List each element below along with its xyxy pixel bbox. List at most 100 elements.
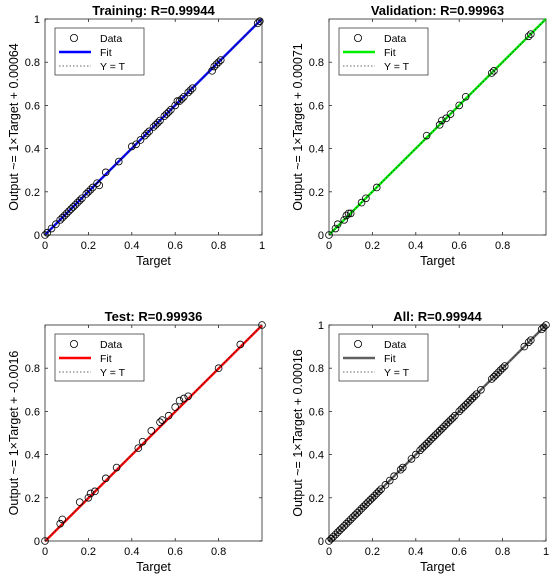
data-point bbox=[416, 446, 424, 455]
data-point bbox=[147, 427, 156, 435]
data-point bbox=[58, 515, 67, 524]
data-point bbox=[520, 342, 529, 351]
data-point bbox=[188, 84, 197, 92]
data-point bbox=[398, 463, 407, 472]
y-tick-label: 0.2 bbox=[25, 187, 40, 199]
data-point bbox=[41, 537, 49, 545]
x-tick-label: 0.2 bbox=[81, 240, 96, 252]
data-point bbox=[69, 203, 78, 211]
data-point bbox=[67, 205, 75, 213]
data-point bbox=[351, 511, 359, 519]
data-point bbox=[325, 537, 333, 545]
x-tick-label: 0.2 bbox=[365, 546, 380, 558]
data-point bbox=[216, 56, 225, 64]
data-point bbox=[496, 366, 505, 375]
data-point bbox=[442, 114, 450, 123]
data-point bbox=[342, 211, 351, 220]
data-point bbox=[438, 424, 446, 433]
data-point bbox=[420, 442, 429, 450]
data-point bbox=[422, 439, 431, 448]
data-point bbox=[184, 88, 193, 97]
data-point bbox=[472, 390, 481, 398]
data-point bbox=[156, 418, 164, 427]
data-point bbox=[340, 216, 348, 224]
data-point bbox=[372, 183, 381, 192]
data-point bbox=[91, 487, 99, 496]
y-axis-label: Output ~= 1×Target + 0.00071 bbox=[291, 43, 305, 211]
data-point bbox=[158, 416, 166, 424]
x-tick-label: 0 bbox=[326, 546, 332, 558]
data-point bbox=[162, 110, 171, 118]
data-point bbox=[132, 140, 140, 149]
data-point bbox=[527, 30, 535, 38]
chart-panel-3: 0 0.2 0.4 0.6 0.8 0 0.2 0.4 0.6 0.8 Test: R=0.9993… bbox=[7, 309, 266, 574]
legend-data-marker bbox=[353, 339, 362, 348]
x-tick-label: 1 bbox=[543, 546, 549, 558]
chart-title: Validation: R=0.99963 bbox=[371, 3, 504, 18]
data-point bbox=[114, 157, 123, 166]
data-point bbox=[325, 231, 333, 239]
y-tick-label: 1 bbox=[34, 14, 40, 26]
data-point bbox=[527, 336, 535, 344]
y-tick-label: 0.6 bbox=[309, 406, 324, 418]
legend-label-data: Data bbox=[384, 33, 406, 45]
data-point bbox=[455, 101, 464, 110]
data-point bbox=[433, 429, 442, 437]
data-point bbox=[435, 121, 444, 129]
data-point bbox=[171, 101, 180, 110]
data-point bbox=[429, 433, 437, 442]
chart-panel-4: 0 0.2 0.4 0.6 0.8 1 0 0.2 0.4 0.6 0.8 1 All: R=0.999… bbox=[291, 309, 550, 574]
data-point bbox=[362, 194, 370, 203]
legend-label-fit: Fit bbox=[384, 353, 396, 365]
data-point bbox=[95, 181, 104, 190]
x-tick-label: 0.6 bbox=[452, 240, 467, 252]
data-point bbox=[492, 370, 500, 379]
data-point bbox=[164, 108, 173, 116]
data-point bbox=[160, 112, 169, 120]
data-point bbox=[338, 524, 346, 532]
x-tick-label: 0.6 bbox=[452, 546, 467, 558]
x-tick-label: 1 bbox=[259, 240, 265, 252]
data-point bbox=[537, 325, 546, 334]
x-tick-label: 0 bbox=[42, 240, 48, 252]
legend-label-data: Data bbox=[384, 339, 406, 351]
data-point bbox=[390, 472, 398, 481]
data-point bbox=[71, 200, 80, 209]
data-point bbox=[143, 129, 151, 138]
x-tick-label: 0.8 bbox=[495, 240, 510, 252]
y-tick-label: 0.2 bbox=[309, 493, 324, 505]
data-point bbox=[86, 489, 95, 498]
data-point bbox=[446, 110, 455, 118]
data-point bbox=[344, 209, 353, 218]
x-tick-label: 0.2 bbox=[81, 546, 96, 558]
fit-line bbox=[328, 17, 547, 236]
data-point bbox=[375, 487, 383, 496]
legend-label-fit: Fit bbox=[100, 47, 112, 59]
x-axis-label: Target bbox=[420, 560, 455, 574]
data-point bbox=[487, 375, 496, 383]
data-point bbox=[65, 207, 73, 216]
data-point bbox=[171, 403, 180, 411]
data-point bbox=[359, 502, 368, 511]
data-point bbox=[256, 17, 264, 25]
x-tick-label: 0.4 bbox=[408, 546, 423, 558]
fit-line bbox=[328, 324, 547, 542]
y-tick-label: 0.8 bbox=[309, 363, 324, 375]
data-point bbox=[372, 489, 381, 498]
data-point bbox=[186, 86, 195, 95]
data-point bbox=[370, 491, 379, 500]
x-tick-label: 0 bbox=[326, 240, 332, 252]
data-point bbox=[422, 131, 431, 140]
data-point bbox=[141, 131, 149, 140]
legend: Data Fit Y = T bbox=[54, 333, 145, 382]
y-tick-label: 0.2 bbox=[309, 187, 324, 199]
data-point bbox=[52, 220, 60, 229]
data-point bbox=[418, 444, 427, 452]
legend-label-identity: Y = T bbox=[384, 367, 410, 379]
data-point bbox=[136, 136, 145, 144]
data-point bbox=[459, 403, 468, 411]
x-tick-label: 0.2 bbox=[365, 240, 380, 252]
chart-title: Training: R=0.99944 bbox=[92, 3, 215, 18]
data-point bbox=[134, 444, 143, 452]
y-axis-label: Output ~= 1×Target + 0.00064 bbox=[7, 43, 21, 211]
